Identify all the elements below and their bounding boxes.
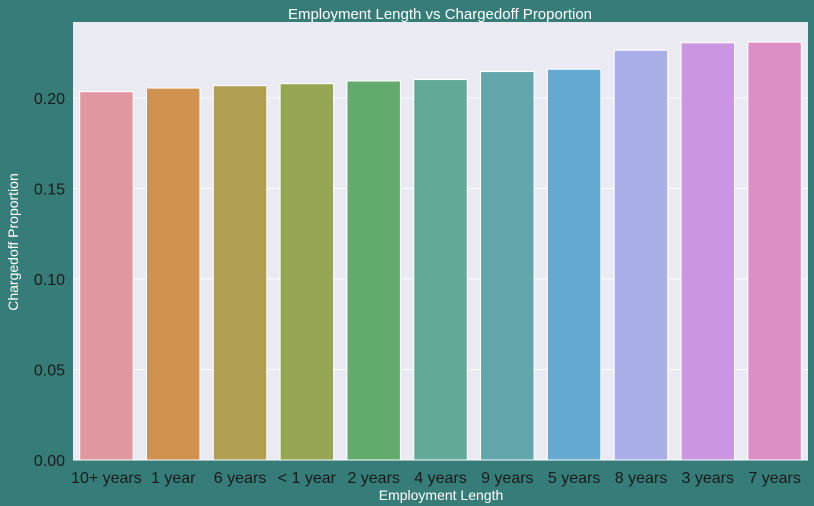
- x-tick-label: 3 years: [682, 470, 734, 487]
- x-tick-label: 10+ years: [71, 470, 142, 487]
- x-axis-label: Employment Length: [379, 487, 504, 503]
- x-tick-label: 1 year: [151, 470, 196, 487]
- x-tick-labels: 10+ years 1 year 6 years < 1 year 2 years 4 y…: [71, 470, 801, 487]
- bar: [79, 91, 134, 461]
- x-tick-label: 4 years: [414, 470, 466, 487]
- y-tick-labels: 0.00 0.05 0.10 0.15 0.20: [34, 91, 65, 470]
- x-tick-label: < 1 year: [278, 470, 337, 487]
- bar-layer: [79, 41, 802, 461]
- x-tick-label: 7 years: [748, 470, 800, 487]
- y-tick-label: 0.00: [34, 453, 65, 470]
- x-tick-label: 8 years: [615, 470, 667, 487]
- x-tick-label: 9 years: [481, 470, 533, 487]
- x-tick-label: 6 years: [214, 470, 266, 487]
- bar: [546, 68, 602, 461]
- y-tick-label: 0.15: [34, 182, 65, 199]
- x-tick-label: 2 years: [347, 470, 399, 487]
- bar: [613, 49, 669, 461]
- bar: [279, 83, 335, 461]
- y-axis-label: Chargedoff Proportion: [5, 173, 21, 311]
- bar: [413, 79, 468, 461]
- bar: [146, 87, 201, 461]
- y-tick-label: 0.10: [34, 272, 65, 289]
- bar: [212, 85, 268, 461]
- y-tick-label: 0.05: [34, 363, 65, 380]
- bar: [346, 80, 401, 461]
- y-tick-label: 0.20: [34, 91, 65, 108]
- bar: [480, 71, 535, 461]
- bar: [680, 42, 736, 461]
- bar: [747, 41, 802, 461]
- chart-title: Employment Length vs Chargedoff Proporti…: [288, 6, 592, 23]
- x-tick-label: 5 years: [548, 470, 600, 487]
